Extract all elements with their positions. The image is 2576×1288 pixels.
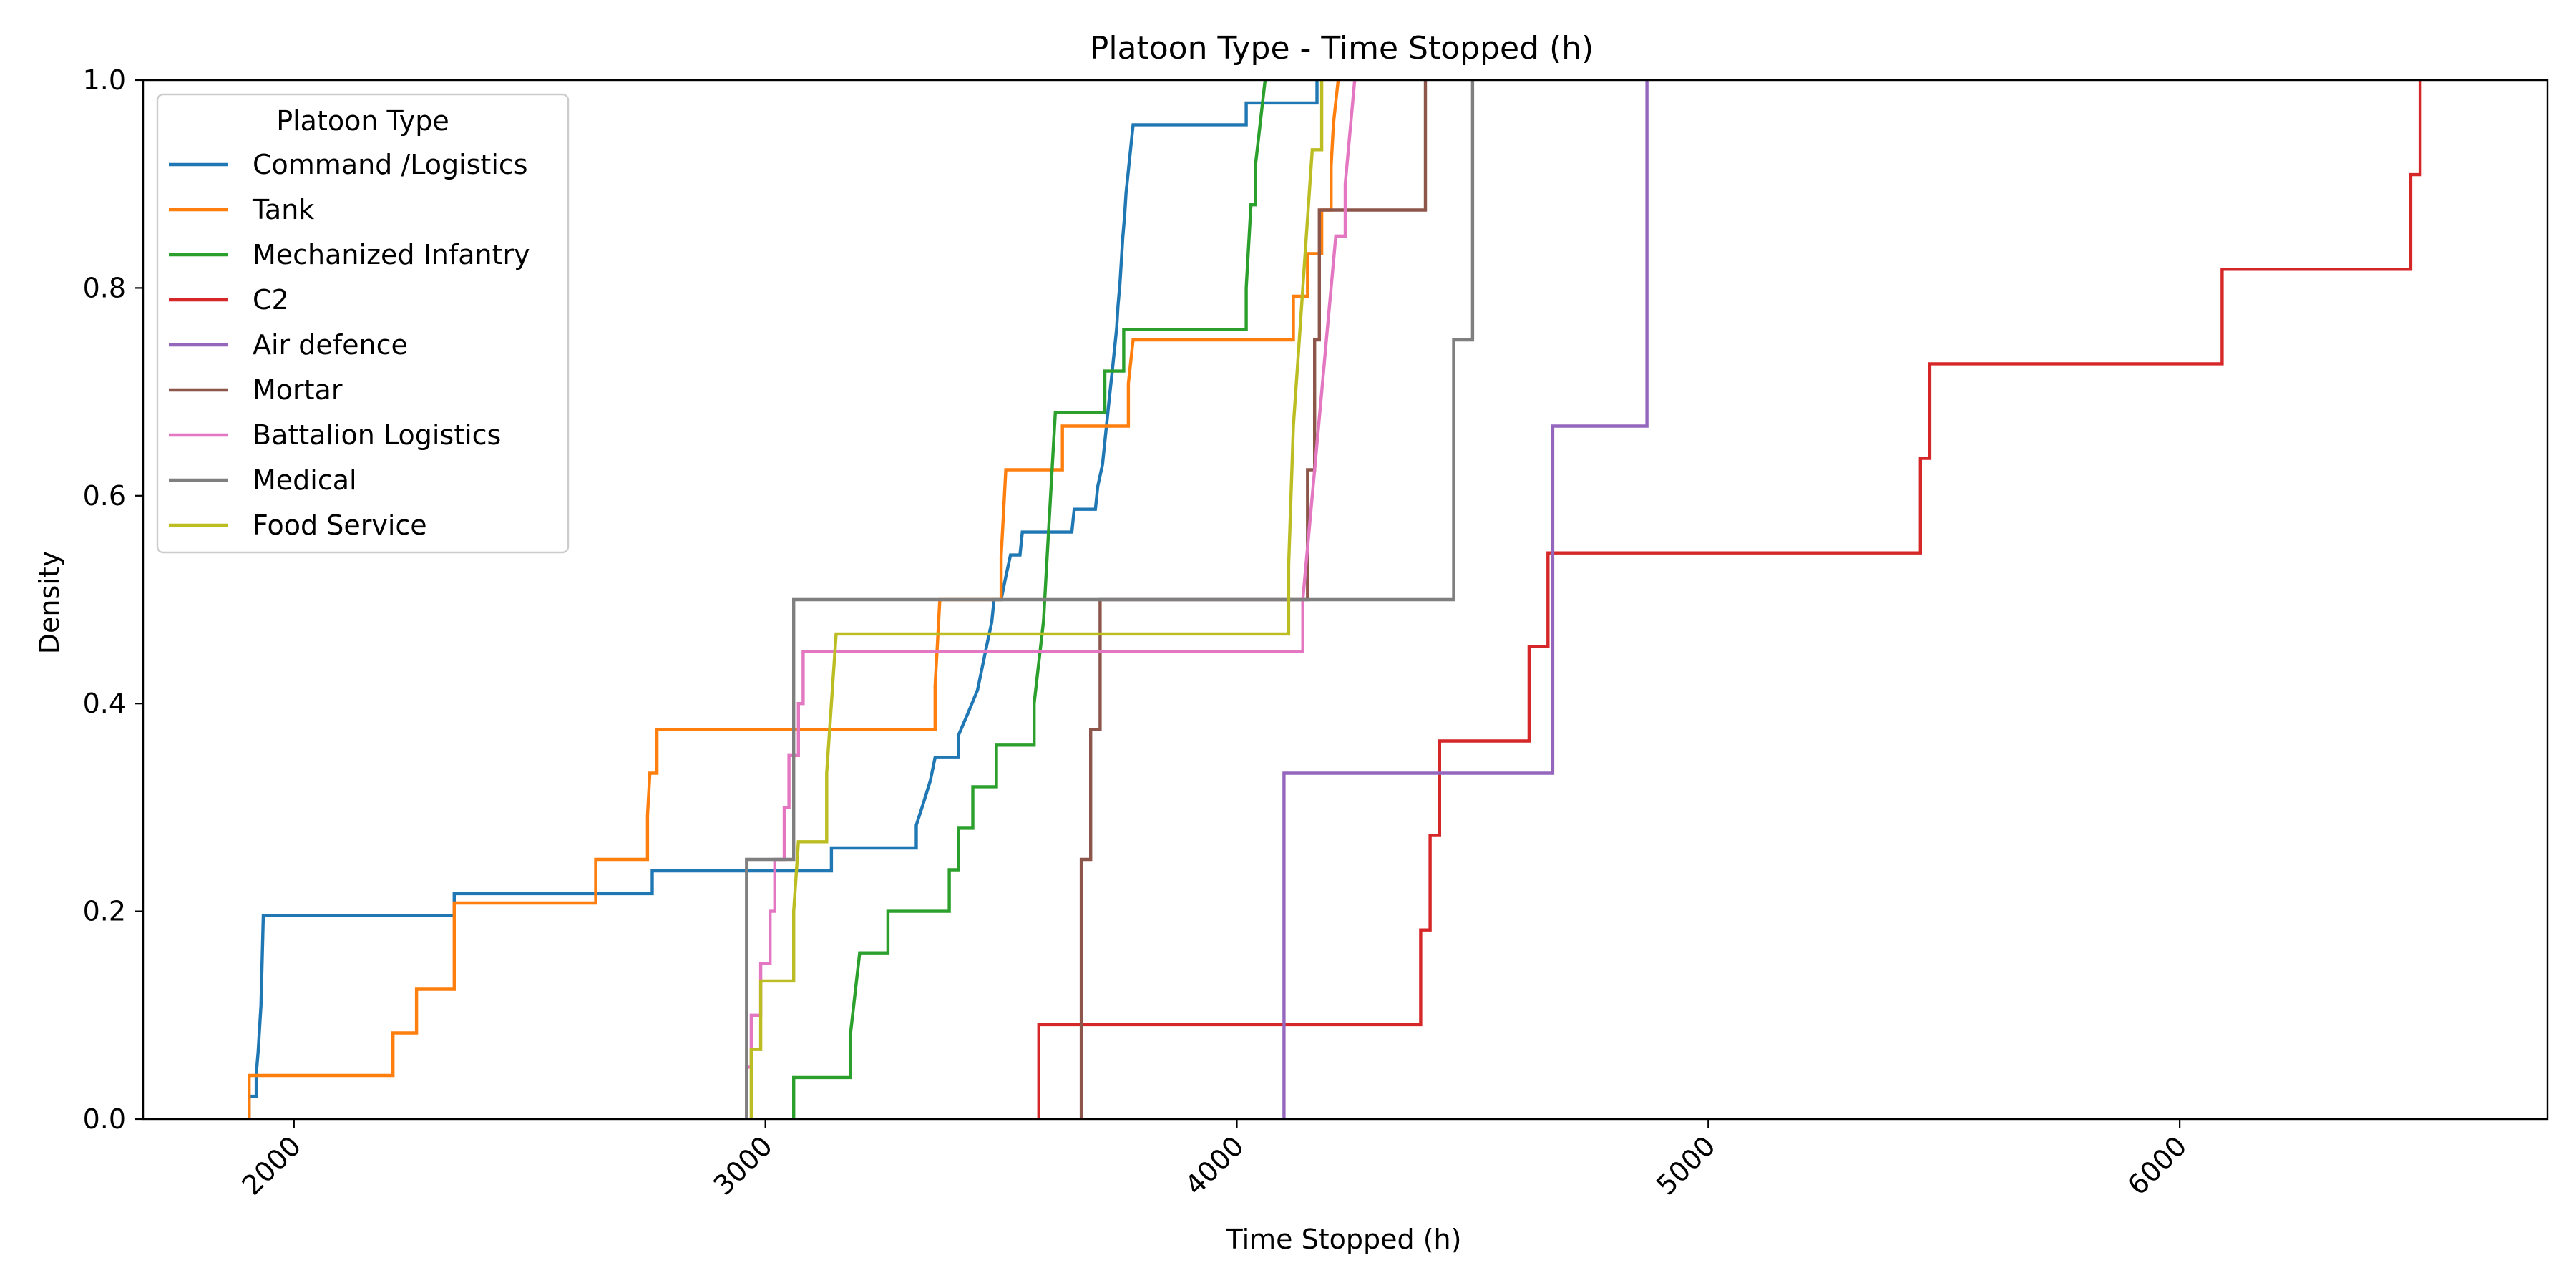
series-line-food-service (749, 80, 1324, 1119)
x-axis-label: Time Stopped (h) (1226, 1224, 1462, 1255)
legend-label-battalion-logistics: Battalion Logistics (253, 419, 501, 451)
legend-item-tank: Tank (169, 194, 314, 225)
legend-label-tank: Tank (252, 194, 314, 225)
legend-item-mechanized-infantry: Mechanized Infantry (169, 239, 530, 270)
legend-item-battalion-logistics: Battalion Logistics (169, 419, 501, 451)
series-line-air-defence (1282, 80, 1649, 1119)
legend-label-mechanized-infantry: Mechanized Infantry (253, 239, 530, 270)
series-line-c2 (1037, 80, 2422, 1119)
legend-label-air-defence: Air defence (253, 329, 408, 361)
legend-items: Command /Logistics Tank Mechanized Infantr… (169, 149, 530, 541)
legend-label-c2: C2 (253, 284, 289, 316)
series-line-mechanized-infantry (791, 79, 1267, 1119)
series-layer (248, 79, 2422, 1119)
legend-label-command-logistics: Command /Logistics (253, 149, 528, 180)
series-line-command-logistics (248, 80, 1319, 1119)
legend-item-food-service: Food Service (169, 509, 427, 541)
y-tick-label-3: 0.6 (83, 480, 126, 512)
series-line-battalion-logistics (745, 79, 1357, 1119)
chart-title: Platoon Type - Time Stopped (h) (1090, 30, 1594, 67)
legend-item-medical: Medical (169, 464, 357, 496)
legend-label-mortar: Mortar (253, 374, 343, 406)
legend-box (156, 93, 570, 554)
legend-item-command-logistics: Command /Logistics (169, 149, 528, 180)
legend-label-food-service: Food Service (253, 509, 427, 541)
legend-title: Platoon Type (276, 105, 449, 137)
legend-item-air-defence: Air defence (169, 329, 408, 361)
y-tick-label-0: 0.0 (83, 1103, 126, 1135)
plot-frame (142, 79, 2549, 1121)
y-tick-label-2: 0.4 (83, 688, 126, 719)
y-tick-label-4: 0.8 (83, 272, 126, 303)
legend-item-c2: C2 (169, 284, 289, 316)
legend-item-mortar: Mortar (169, 374, 343, 406)
legend: Platoon Type Command /Logistics Tank Mecha… (156, 93, 570, 554)
plot-area (142, 79, 2549, 1121)
y-axis: 0.0 0.2 0.4 0.6 0.8 1.0 (83, 64, 143, 1135)
y-tick-label-1: 0.2 (83, 896, 126, 927)
series-line-medical (745, 80, 1475, 1119)
y-axis-label: Density (34, 551, 65, 654)
legend-label-medical: Medical (253, 464, 357, 496)
y-tick-label-5: 1.0 (83, 64, 126, 96)
